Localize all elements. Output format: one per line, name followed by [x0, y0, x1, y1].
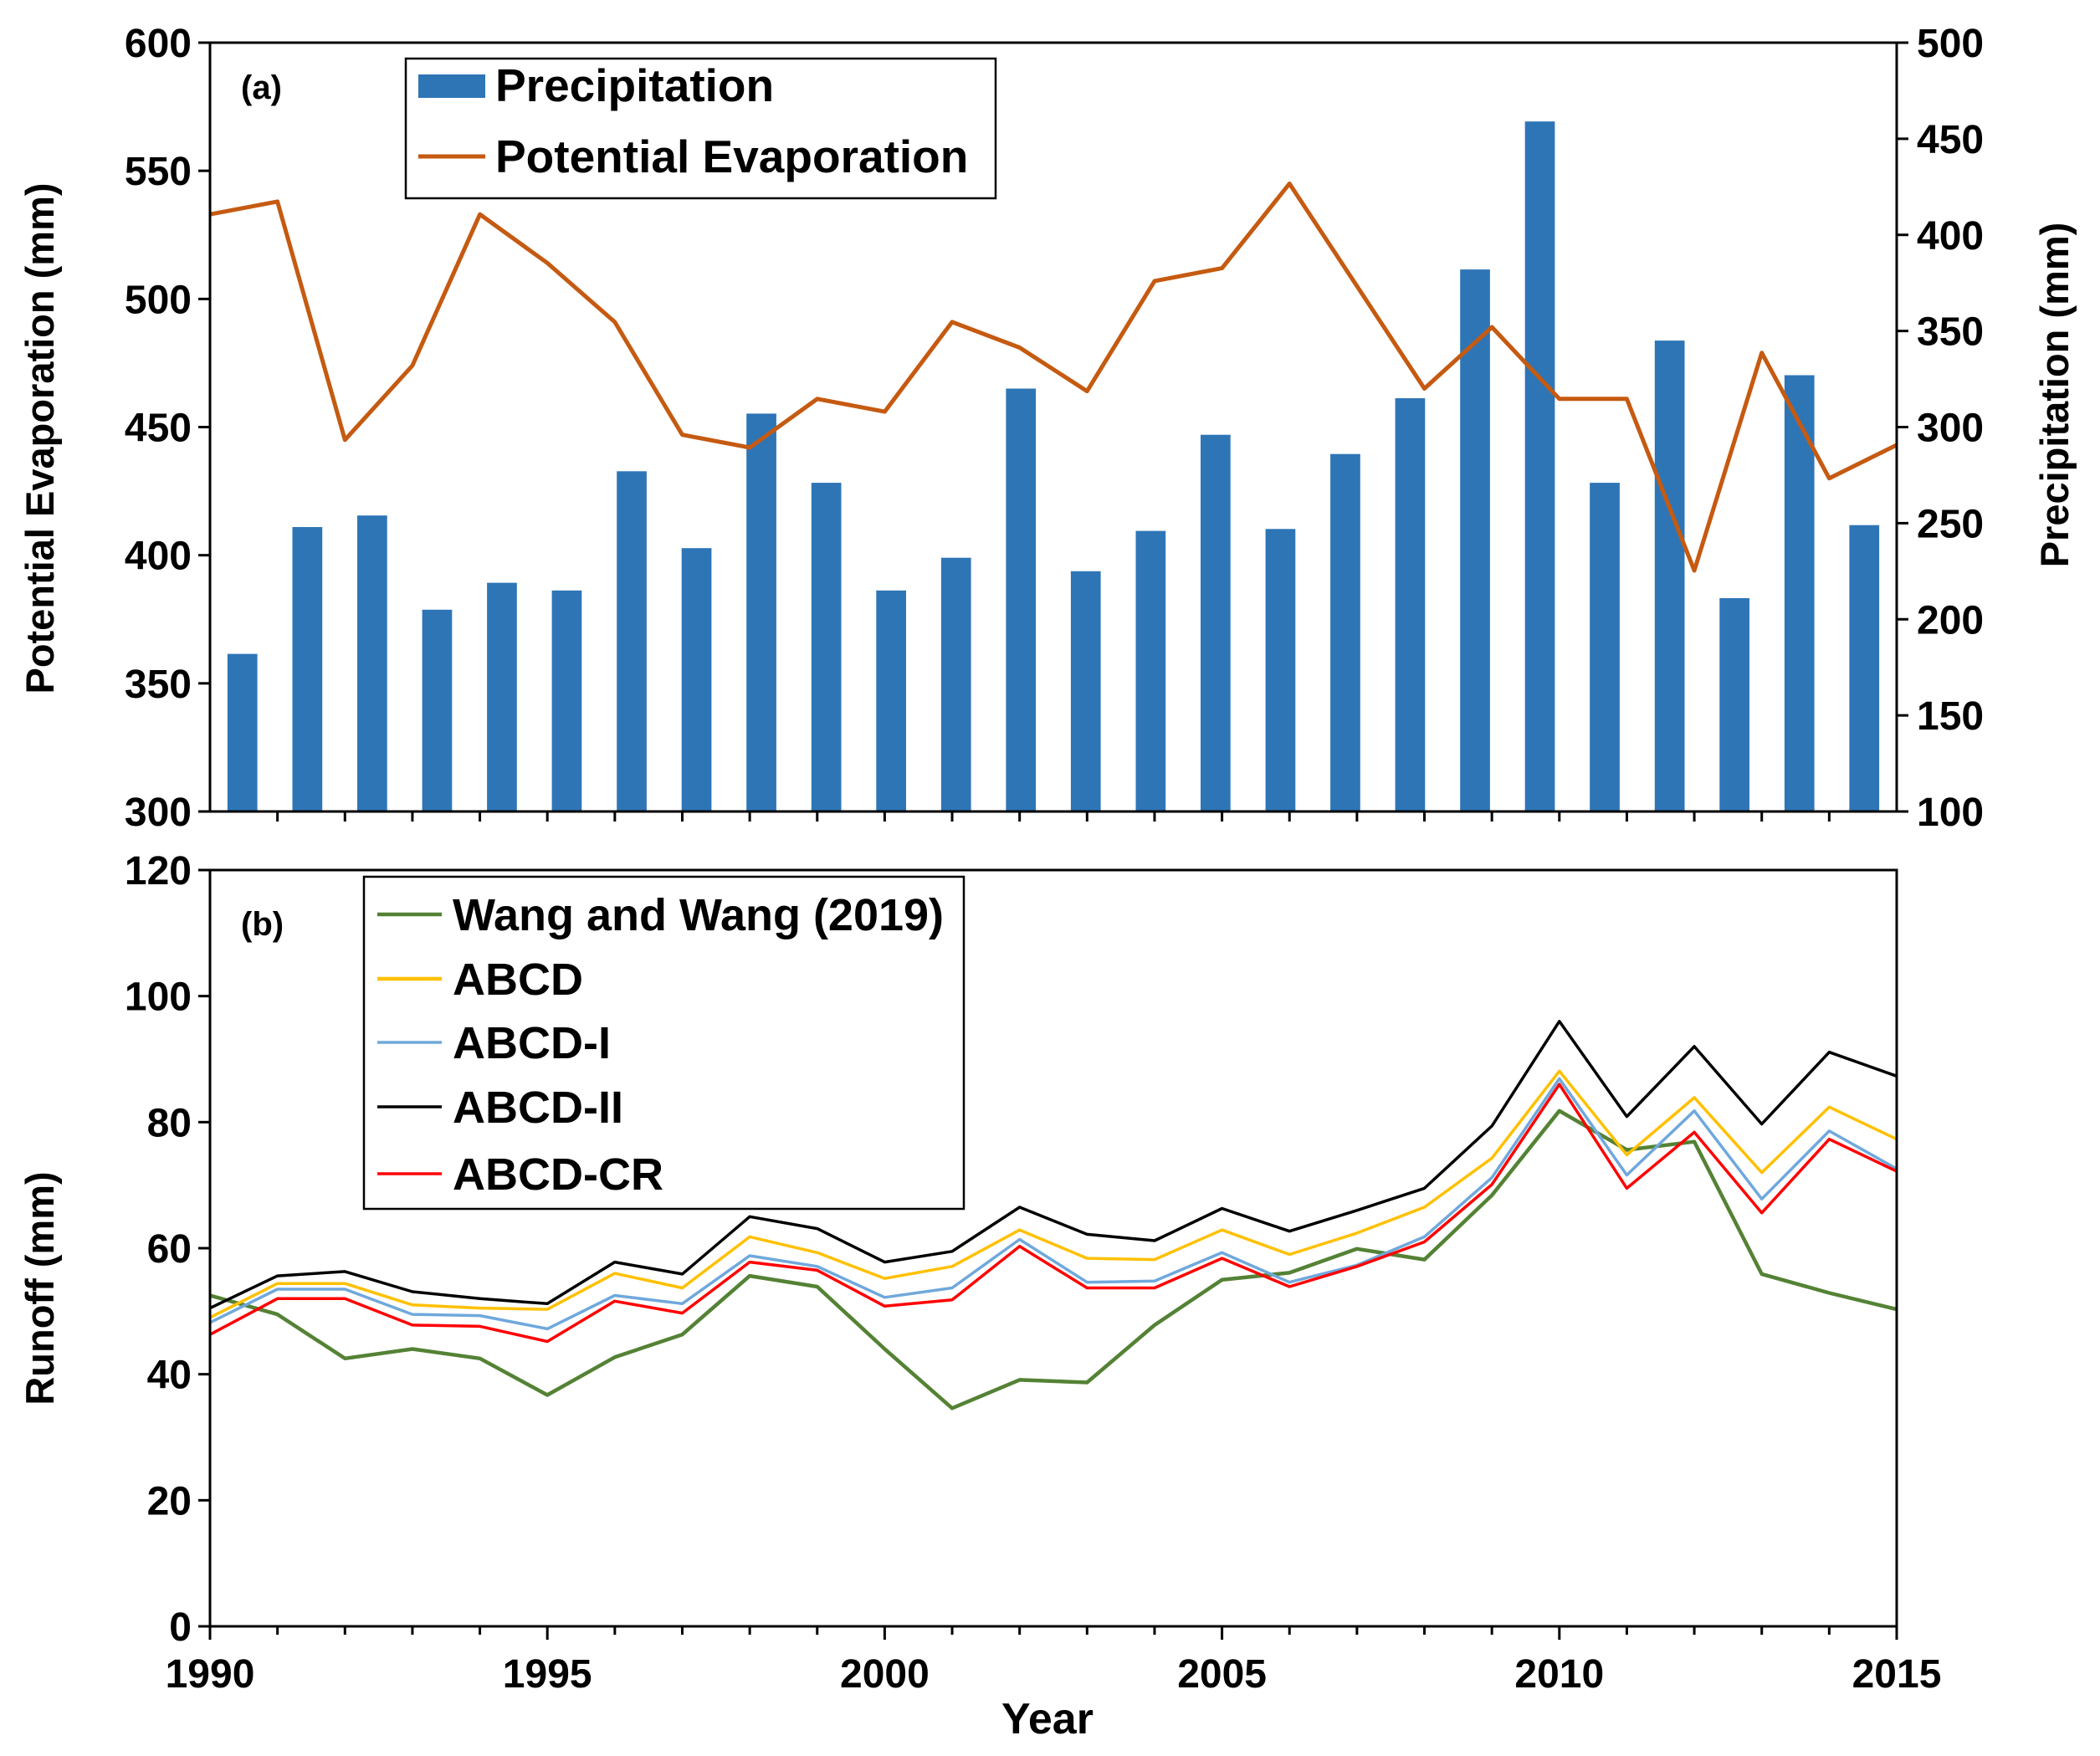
left-y-tick-label: 550 — [125, 150, 192, 194]
right-y-tick-label: 500 — [1917, 22, 1984, 66]
right-y-tick-label: 100 — [1917, 791, 1984, 835]
precipitation-bar-1992 — [357, 515, 387, 811]
precipitation-bar-2006 — [1265, 529, 1296, 811]
precipitation-bar-2010 — [1524, 121, 1555, 811]
right-y-tick-label: 400 — [1917, 214, 1984, 259]
left-y-tick-label: 400 — [125, 535, 192, 579]
precipitation-bar-1999 — [811, 483, 842, 811]
potential-evaporation-line — [209, 182, 1898, 573]
precipitation-bar-1997 — [681, 548, 712, 811]
runoff-y-tick-label: 0 — [169, 1605, 192, 1650]
right-y-tick-label: 250 — [1917, 502, 1984, 546]
precipitation-bar-2002 — [1006, 388, 1037, 811]
precipitation-bar-2008 — [1395, 398, 1426, 811]
precipitation-bar-2014 — [1784, 375, 1815, 811]
runoff-line-abcd-i — [209, 1077, 1898, 1331]
year-tick-label: 2005 — [1177, 1652, 1267, 1697]
left-y-tick-label: 450 — [125, 407, 192, 451]
left-y-axis-title: Potential Evaporation (mm) — [18, 182, 62, 694]
legend-label-abcd: ABCD — [453, 955, 583, 1005]
panel-b-legend-box — [362, 875, 965, 1211]
precipitation-bar-2009 — [1460, 269, 1490, 812]
left-y-tick-label: 300 — [125, 791, 192, 835]
panel-a: 300 350 400 450 500 550 600 100 150 200 250 300 350 4… — [18, 22, 2077, 835]
legend-label-abcd-cr: ABCD-CR — [453, 1149, 663, 1200]
panel-b-label: (b) — [241, 906, 284, 943]
runoff-line-abcd-cr — [209, 1083, 1898, 1344]
precipitation-bar-2012 — [1654, 340, 1685, 812]
precipitation-bar-2003 — [1070, 571, 1101, 811]
left-y-tick-label: 500 — [125, 278, 192, 322]
year-tick-label: 1990 — [166, 1652, 255, 1697]
panel-b-axes: 0 20 40 60 80 100 120 1990 1995 2000 2005 2010 2015 — [125, 849, 1941, 1697]
left-y-tick-label: 350 — [125, 663, 192, 707]
precipitation-bar-2015 — [1849, 525, 1880, 811]
precipitation-bar-1990 — [227, 653, 258, 811]
precipitation-bar-1994 — [487, 582, 517, 811]
right-y-tick-label: 350 — [1917, 310, 1984, 355]
left-y-tick-label: 600 — [125, 22, 192, 66]
panel-a-plot-marks — [209, 121, 1898, 812]
panel-b-plot-marks — [209, 1020, 1898, 1410]
precipitation-bar-2013 — [1719, 598, 1749, 811]
runoff-y-tick-label: 100 — [125, 975, 192, 1020]
runoff-line-abcd-ii — [209, 1020, 1898, 1310]
precipitation-bar-1998 — [746, 413, 776, 811]
precipitation-bar-2011 — [1590, 483, 1620, 811]
precipitation-bar-2007 — [1330, 453, 1360, 811]
panel-a-label: (a) — [241, 69, 282, 106]
legend-label-precipitation: Precipitation — [495, 59, 774, 111]
panel-a-legend-box — [404, 57, 997, 200]
right-y-tick-label: 200 — [1917, 598, 1984, 643]
runoff-line-wang-and-wang-2019 — [209, 1108, 1898, 1410]
legend-swatch-precipitation — [418, 74, 485, 98]
precipitation-bar-2000 — [876, 590, 906, 811]
precipitation-bar-2004 — [1135, 530, 1166, 811]
right-y-axis-title: Precipitation (mm) — [2032, 223, 2077, 568]
legend-label-wang-and-wang-2019: Wang and Wang (2019) — [453, 890, 944, 940]
legend-label-potential-evaporation: Potential Evaporation — [495, 131, 968, 182]
right-y-tick-label: 150 — [1917, 694, 1984, 739]
legend-label-abcd-i: ABCD-I — [453, 1018, 611, 1068]
runoff-y-tick-label: 20 — [147, 1479, 192, 1523]
precipitation-bar-2005 — [1201, 434, 1231, 811]
right-y-tick-label: 300 — [1917, 407, 1984, 451]
runoff-y-tick-label: 40 — [147, 1354, 192, 1398]
panel-a-legend: Precipitation Potential Evaporation — [404, 57, 997, 200]
runoff-y-tick-label: 120 — [125, 849, 192, 893]
panel-a-axes: 300 350 400 450 500 550 600 100 150 200 250 300 350 4… — [125, 22, 1984, 835]
precipitation-bar-2001 — [940, 557, 971, 811]
panel-b-legend: Wang and Wang (2019) ABCD ABCD-I ABCD-II… — [362, 875, 965, 1211]
runoff-y-tick-label: 60 — [147, 1227, 192, 1272]
year-tick-label: 2010 — [1514, 1652, 1604, 1697]
precipitation-bar-1991 — [292, 527, 323, 811]
precipitation-bar-1993 — [422, 609, 453, 811]
precipitation-bar-1995 — [551, 590, 582, 811]
year-tick-label: 1995 — [503, 1652, 592, 1697]
right-y-tick-label: 450 — [1917, 118, 1984, 162]
runoff-y-tick-label: 80 — [147, 1101, 192, 1145]
precipitation-bar-1996 — [617, 471, 647, 811]
runoff-line-abcd — [209, 1069, 1898, 1319]
legend-label-abcd-ii: ABCD-II — [453, 1083, 623, 1133]
x-axis-title: Year — [1001, 1695, 1094, 1743]
year-tick-label: 2015 — [1852, 1652, 1942, 1697]
runoff-y-axis-title: Runoff (mm) — [18, 1171, 62, 1405]
year-tick-label: 2000 — [840, 1652, 930, 1697]
